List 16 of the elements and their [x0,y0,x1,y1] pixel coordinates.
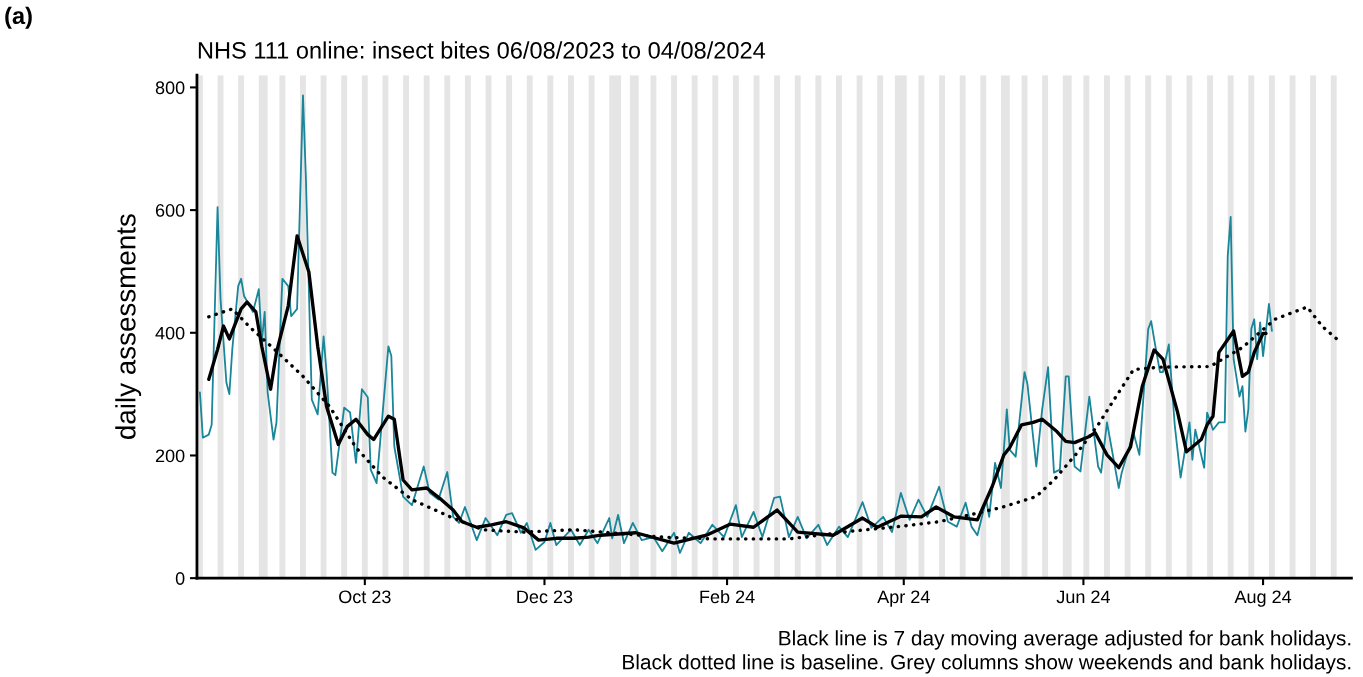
y-tick-label: 400 [155,326,185,340]
x-tick-label: Aug 24 [1234,590,1292,607]
chart-title: NHS 111 online: insect bites 06/08/2023 to 04/08/2024 [198,41,766,59]
x-tick-label: Dec 23 [517,590,573,604]
y-axis-title: daily assessments [115,214,142,439]
x-tick-label: Apr 24 [877,590,930,607]
x-tick-label: Feb 24 [700,589,755,604]
x-tick-label: Oct 23 [339,590,391,604]
y-tick-label: 200 [155,449,185,463]
text: Black line is 7 day moving average adjusted for bank holidays. Black dotted line is baseline. Grey columns show weekends and bank holidays. [623,630,1351,674]
line-series [198,94,1273,554]
y-tick-label: 600 [155,204,185,217]
x-tick-label: Jun 24 [1056,590,1110,604]
y-tick-label: 800 [155,81,185,95]
text: (a) [5,6,32,29]
y-tick-label: 0 [175,572,185,585]
